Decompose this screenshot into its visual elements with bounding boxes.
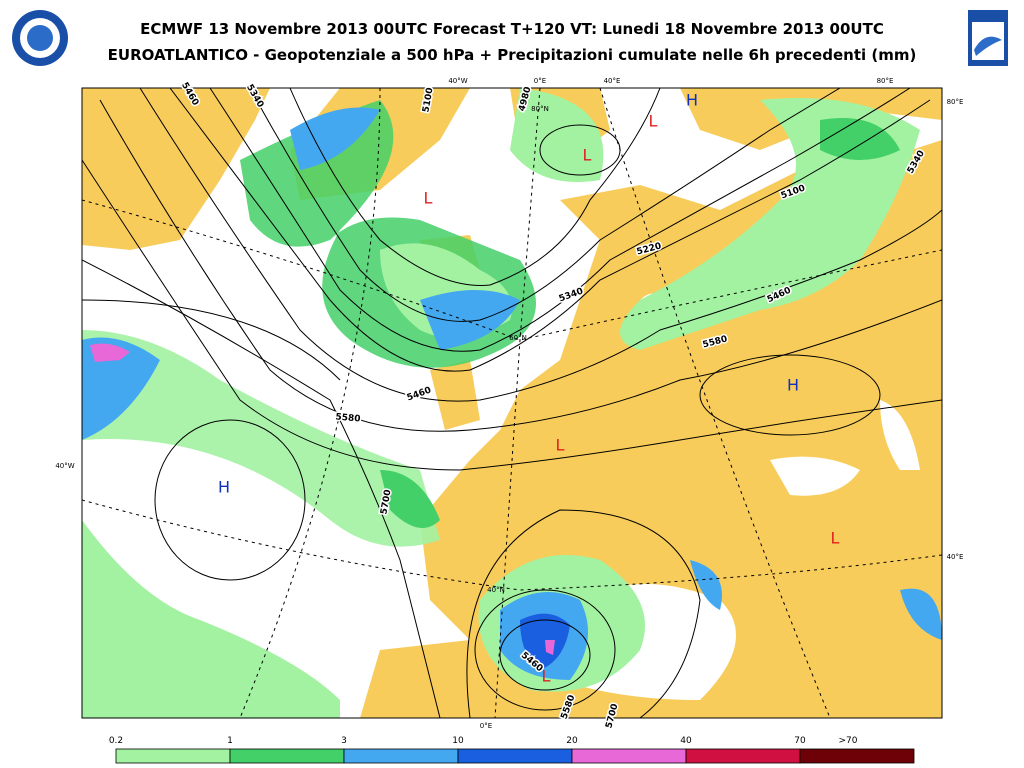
legend-swatch	[571, 748, 687, 764]
title: ECMWF 13 Novembre 2013 00UTC Forecast T+…	[140, 20, 884, 38]
legend-swatch	[115, 748, 231, 764]
logo-right	[968, 10, 1008, 66]
legend-tick: 3	[341, 736, 347, 746]
grid-label: 40°W	[55, 462, 74, 470]
contour-label: 5580	[335, 412, 361, 424]
grid-label: 80°E	[947, 98, 964, 106]
subtitle: EUROATLANTICO - Geopotenziale a 500 hPa …	[107, 46, 917, 64]
contours	[82, 88, 942, 718]
pressure-center: H	[686, 91, 698, 110]
grid-label: 0°E	[480, 722, 492, 730]
map-frame	[81, 87, 943, 719]
graticule	[82, 88, 942, 718]
legend-tick: 70	[794, 736, 806, 746]
map-area	[82, 88, 942, 718]
pressure-center: H	[218, 478, 230, 497]
legend-swatch	[457, 748, 573, 764]
pressure-center: L	[583, 146, 592, 165]
legend: 0.2 1 3 10 20 40 70 >70	[109, 736, 915, 764]
legend-tick: 20	[566, 736, 578, 746]
pressure-center: L	[556, 436, 565, 455]
legend-tick: 0.2	[109, 736, 123, 746]
pressure-center: L	[424, 189, 433, 208]
pressure-center: H	[787, 376, 799, 395]
grid-label: 40°E	[947, 553, 964, 561]
legend-swatch	[343, 748, 459, 764]
logo-left	[12, 10, 68, 66]
precipitation	[82, 88, 942, 718]
grid-label: 60°N	[509, 334, 527, 342]
legend-tick: 10	[452, 736, 464, 746]
pressure-center: L	[542, 667, 551, 686]
legend-swatch	[685, 748, 801, 764]
grid-label: 80°N	[531, 105, 549, 113]
legend-tick: 1	[227, 736, 233, 746]
grid-label: 0°E	[534, 77, 546, 85]
grid-label: 40°W	[448, 77, 467, 85]
grid-label: 40°E	[604, 77, 621, 85]
legend-tick: 40	[680, 736, 692, 746]
grid-label: 40°N	[487, 586, 505, 594]
pressure-center: L	[649, 112, 658, 131]
grid-label: 80°E	[877, 77, 894, 85]
legend-swatch	[229, 748, 345, 764]
legend-swatch	[799, 748, 915, 764]
pressure-center: L	[831, 529, 840, 548]
legend-tick: >70	[839, 736, 858, 746]
